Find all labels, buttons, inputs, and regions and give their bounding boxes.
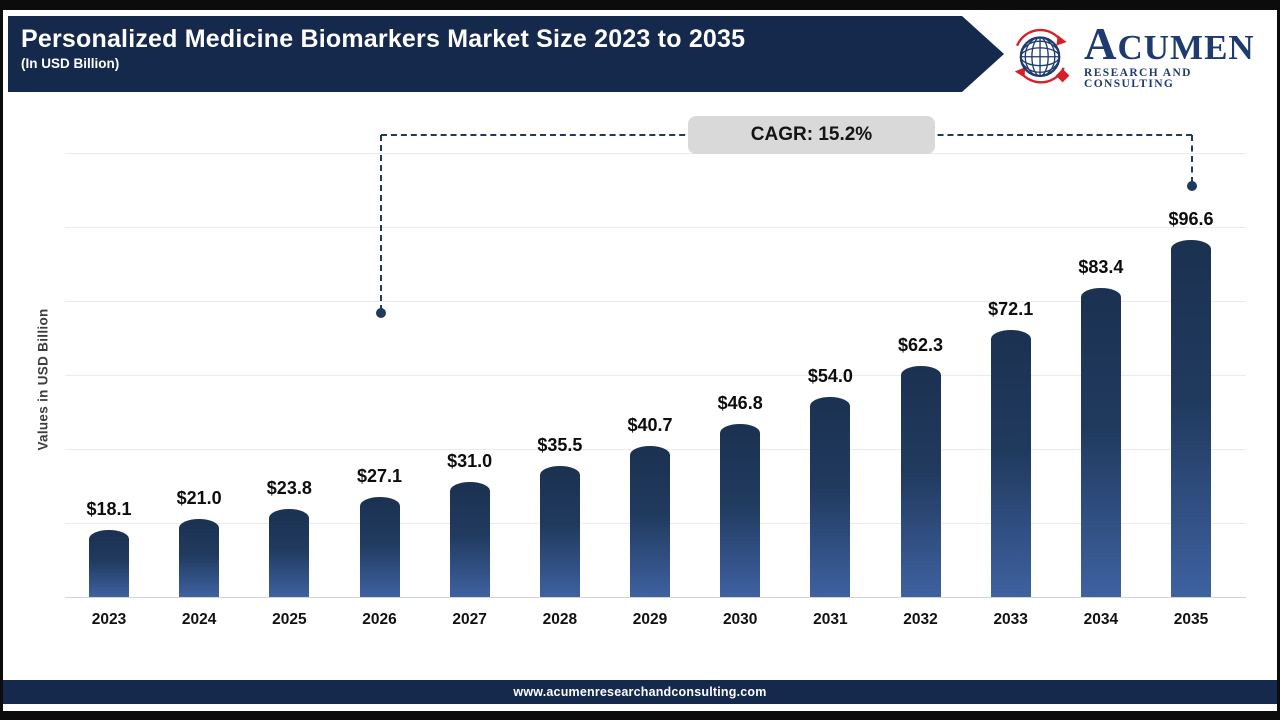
year-label-2033: 2033 <box>993 611 1028 628</box>
y-axis-title: Values in USD Billion <box>35 308 51 451</box>
footer-bar: www.acumenresearchandconsulting.com <box>3 680 1277 704</box>
logo-rest: CUMEN <box>1117 27 1255 67</box>
bar-2030 <box>720 423 761 597</box>
logo-initial: A <box>1084 18 1118 69</box>
bar-2024 <box>179 519 220 597</box>
cagr-connector-right <box>1191 135 1193 183</box>
year-label-2023: 2023 <box>91 611 127 628</box>
page-title: Personalized Medicine Biomarkers Market … <box>21 25 746 53</box>
value-label-2028: $35.5 <box>537 434 583 455</box>
bar-2025 <box>269 508 310 597</box>
year-label-2035: 2035 <box>1173 611 1209 628</box>
cagr-badge: CAGR: 15.2% <box>688 116 935 154</box>
year-label-2024: 2024 <box>181 611 217 628</box>
bar-2027 <box>449 482 490 597</box>
title-banner: Personalized Medicine Biomarkers Market … <box>8 16 1004 92</box>
page-subtitle: (In USD Billion) <box>21 55 120 71</box>
bar-2031 <box>810 397 851 597</box>
value-label-2029: $40.7 <box>627 415 673 436</box>
year-label-2026: 2026 <box>362 611 397 628</box>
bar-2035 <box>1171 239 1212 597</box>
bar-2032 <box>900 366 941 597</box>
year-label-2030: 2030 <box>722 611 758 628</box>
value-label-2026: $27.1 <box>356 465 403 486</box>
logo-text: ACUMEN RESEARCH AND CONSULTING <box>1084 18 1270 91</box>
right-border-strip <box>1277 0 1280 720</box>
cagr-dot-right <box>1187 181 1197 191</box>
bar-2029 <box>630 446 671 597</box>
bar-2034 <box>1080 288 1121 597</box>
bar-2026 <box>359 496 400 597</box>
year-label-2025: 2025 <box>272 611 307 628</box>
value-label-2034: $83.4 <box>1078 257 1124 278</box>
gridline <box>65 375 1246 376</box>
logo-tagline: RESEARCH AND CONSULTING <box>1084 66 1192 90</box>
gridline <box>65 227 1246 228</box>
bar-2023 <box>89 530 129 597</box>
bar-2033 <box>990 330 1031 597</box>
left-border-strip <box>0 0 3 720</box>
year-label-2031: 2031 <box>813 611 848 628</box>
value-label-2035: $96.6 <box>1168 208 1214 229</box>
value-label-2032: $62.3 <box>897 335 944 356</box>
value-label-2025: $23.8 <box>266 477 312 498</box>
bar-2028 <box>539 465 580 597</box>
top-border-strip <box>0 0 1280 10</box>
gridline <box>65 301 1246 302</box>
gridline <box>65 597 1246 598</box>
year-label-2028: 2028 <box>542 611 578 628</box>
gridline <box>65 153 1246 154</box>
globe-icon <box>1014 28 1070 84</box>
year-label-2029: 2029 <box>632 611 668 628</box>
bottom-border-strip <box>0 711 1280 720</box>
cagr-connector-left <box>380 135 382 311</box>
value-label-2023: $18.1 <box>86 499 132 520</box>
value-label-2033: $72.1 <box>988 299 1034 320</box>
value-label-2027: $31.0 <box>447 451 493 472</box>
logo-name: ACUMEN <box>1084 18 1270 69</box>
year-label-2034: 2034 <box>1083 611 1119 628</box>
value-label-2024: $21.0 <box>176 488 222 509</box>
year-label-2027: 2027 <box>452 611 487 628</box>
website-link: www.acumenresearchandconsulting.com <box>513 685 767 699</box>
year-label-2032: 2032 <box>903 611 938 628</box>
company-logo: ACUMEN RESEARCH AND CONSULTING <box>1006 20 1270 92</box>
value-label-2031: $54.0 <box>807 366 853 387</box>
cagr-dot-left <box>376 308 386 318</box>
value-label-2030: $46.8 <box>717 392 763 413</box>
